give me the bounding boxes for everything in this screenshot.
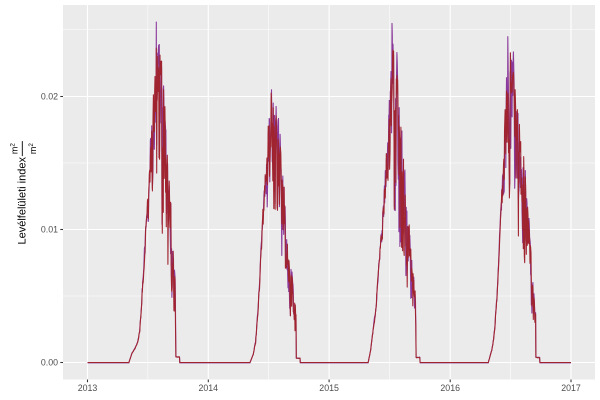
svg-text:0.01: 0.01: [41, 225, 58, 235]
svg-text:0.00: 0.00: [41, 358, 58, 368]
svg-text:2017: 2017: [561, 383, 581, 393]
svg-text:0.02: 0.02: [41, 92, 58, 102]
svg-text:2016: 2016: [440, 383, 460, 393]
svg-text:m2: m2: [28, 143, 38, 155]
svg-text:m2: m2: [9, 143, 19, 155]
svg-text:2015: 2015: [319, 383, 339, 393]
svg-text:2013: 2013: [78, 383, 98, 393]
svg-text:2014: 2014: [199, 383, 219, 393]
svg-text:Levélfelületi index: Levélfelületi index: [17, 157, 29, 245]
